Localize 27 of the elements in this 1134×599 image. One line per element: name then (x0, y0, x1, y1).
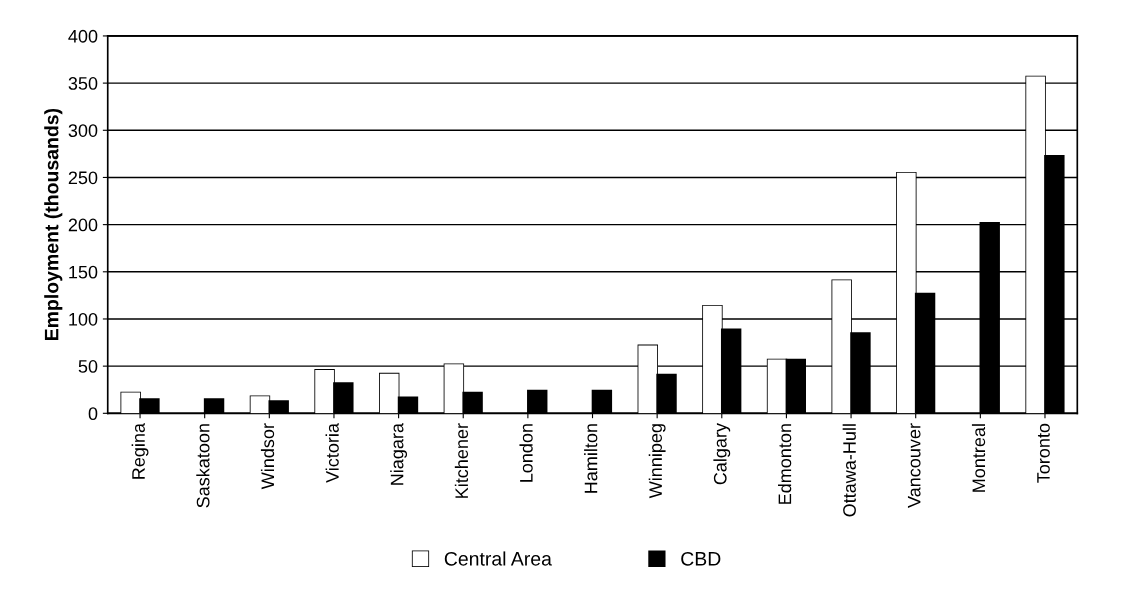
y-tick-label: 400 (68, 29, 98, 43)
x-tick-label: Regina (131, 423, 149, 479)
x-tick-label: Windsor (260, 423, 275, 490)
y-tick-label: 350 (68, 77, 98, 90)
x-tick-label: Victoria (325, 423, 339, 483)
x-tick-label: Ottawa-Hull (842, 424, 856, 517)
legend-label: Central Area (444, 551, 552, 566)
x-tick-label: Saskatoon (196, 424, 210, 508)
x-tick-label: Niagara (390, 423, 408, 485)
y-tick-label: 250 (68, 171, 98, 185)
legend-label: CBD (681, 551, 721, 566)
y-tick-label: 200 (68, 218, 98, 232)
y-tick-label: 300 (68, 124, 98, 137)
y-tick-label: 50 (78, 360, 98, 373)
x-tick-label: Toronto (1037, 423, 1050, 483)
x-tick-label: London (519, 424, 533, 482)
x-tick-label: Vancouver (907, 423, 921, 508)
y-tick-label: 100 (69, 312, 98, 326)
x-tick-label: Calgary (713, 423, 731, 485)
x-tick-label: Montreal (971, 424, 986, 492)
y-tick-label: 150 (69, 265, 98, 279)
x-tick-label: Edmonton (778, 424, 792, 504)
x-tick-label: Kitchener (454, 423, 469, 498)
x-tick-label: Hamilton (584, 424, 598, 493)
x-tick-label: Winnipeg (648, 424, 666, 499)
y-tick-label: 0 (88, 407, 98, 421)
y-axis-title: Employment (thousands) (44, 108, 63, 340)
